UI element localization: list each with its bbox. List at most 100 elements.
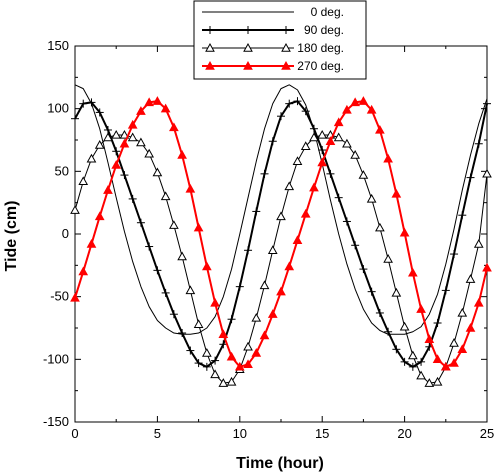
legend-label-1: 90 deg.	[304, 23, 344, 37]
series-2-point	[391, 287, 402, 297]
legend-marker-3	[205, 60, 215, 70]
series-2-point	[407, 350, 418, 360]
y-tick-label: -50	[50, 289, 69, 304]
series-3-point	[375, 124, 385, 134]
series-3	[70, 96, 492, 371]
y-tick-label: 100	[47, 101, 69, 116]
series-2-point	[152, 167, 163, 177]
series-2-point	[185, 285, 196, 295]
series-3-point	[152, 96, 163, 105]
legend-label-2: 180 deg.	[297, 41, 344, 55]
plot-frame	[74, 45, 488, 423]
series-1	[71, 97, 491, 371]
series-3-point	[482, 262, 492, 272]
series-2-point	[169, 220, 179, 229]
series-line-2	[74, 134, 488, 384]
y-tick-label: -150	[43, 414, 69, 429]
series-3-point	[440, 361, 451, 371]
series-3-point	[473, 297, 484, 307]
series-2-point	[251, 312, 262, 322]
series-3-point	[94, 211, 105, 221]
series-2-point	[111, 129, 122, 139]
series-layer	[70, 84, 492, 387]
series-3-point	[465, 322, 476, 332]
series-3-point	[366, 104, 377, 114]
series-3-point	[210, 297, 220, 307]
series-3-point	[251, 348, 262, 357]
series-3-point	[309, 182, 319, 192]
series-2-point	[383, 254, 393, 263]
x-axis-title: Time (hour)	[236, 455, 324, 472]
series-3-point	[243, 359, 253, 369]
series-2-point	[177, 251, 187, 261]
series-2-point	[226, 376, 237, 386]
series-2-point	[399, 321, 410, 331]
legend: 0 deg. 90 deg. 180 deg. 270 deg.	[193, 0, 367, 80]
series-2-point	[78, 176, 89, 186]
series-2-point	[482, 168, 492, 178]
legend-marker-2	[243, 42, 253, 52]
series-2-point	[136, 137, 146, 147]
series-2-point	[317, 129, 328, 139]
series-2-point	[210, 369, 220, 379]
series-2-point	[243, 341, 253, 351]
y-tick-label: 50	[55, 163, 69, 178]
series-3-point	[193, 222, 204, 232]
series-3-point	[292, 235, 303, 244]
series-2-point	[465, 274, 476, 283]
series-3-point	[177, 150, 187, 159]
series-3-point	[399, 227, 410, 237]
series-2-point	[333, 132, 344, 142]
series-2-point	[309, 132, 319, 142]
series-2-point	[457, 307, 468, 317]
legend-marker-2	[205, 42, 215, 52]
series-2-point	[86, 153, 97, 163]
series-2-point	[292, 156, 303, 166]
series-3-point	[169, 122, 179, 132]
x-tick-label: 20	[397, 426, 411, 441]
series-2-point	[267, 245, 278, 254]
series-2-point	[127, 132, 138, 142]
legend-marker-3	[243, 60, 253, 70]
y-tick-label: 150	[47, 38, 69, 53]
series-2-point	[144, 148, 155, 158]
series-3-point	[267, 309, 278, 318]
series-line-0	[74, 84, 488, 335]
series-3-point	[449, 358, 459, 367]
series-2-point	[342, 138, 352, 148]
series-3-point	[144, 97, 155, 107]
series-3-point	[317, 157, 328, 167]
legend-label-3: 270 deg.	[297, 59, 344, 73]
series-3-point	[103, 185, 113, 194]
series-3-point	[391, 188, 402, 198]
series-3-point	[78, 266, 89, 276]
series-3-point	[358, 96, 369, 105]
series-2-point	[218, 378, 229, 387]
y-axis-ticks: -150 -100 -50 0 50 100 150	[43, 38, 487, 429]
y-tick-label: 0	[62, 226, 69, 241]
legend-marker-2	[281, 42, 291, 52]
y-axis-title: Tide (cm)	[3, 201, 20, 272]
series-2-point	[416, 370, 426, 380]
series-3-point	[350, 97, 361, 107]
series-3-point	[136, 106, 146, 115]
series-2-point	[70, 205, 80, 214]
series-3-point	[333, 117, 344, 127]
series-3-point	[119, 138, 130, 148]
series-3-point	[342, 104, 352, 114]
series-3-point	[127, 119, 138, 129]
plot-border	[74, 45, 488, 423]
series-2-point	[300, 141, 311, 150]
legend-label-0: 0 deg.	[311, 5, 344, 19]
series-2-point	[259, 280, 270, 290]
series-3-point	[218, 329, 229, 338]
series-2-point	[375, 222, 385, 232]
series-3-point	[226, 351, 237, 361]
series-3-point	[383, 153, 393, 163]
series-0	[74, 84, 488, 335]
series-3-point	[259, 330, 270, 340]
series-2-point	[193, 319, 204, 328]
series-3-point	[416, 304, 426, 313]
legend-marker-3	[281, 60, 291, 70]
